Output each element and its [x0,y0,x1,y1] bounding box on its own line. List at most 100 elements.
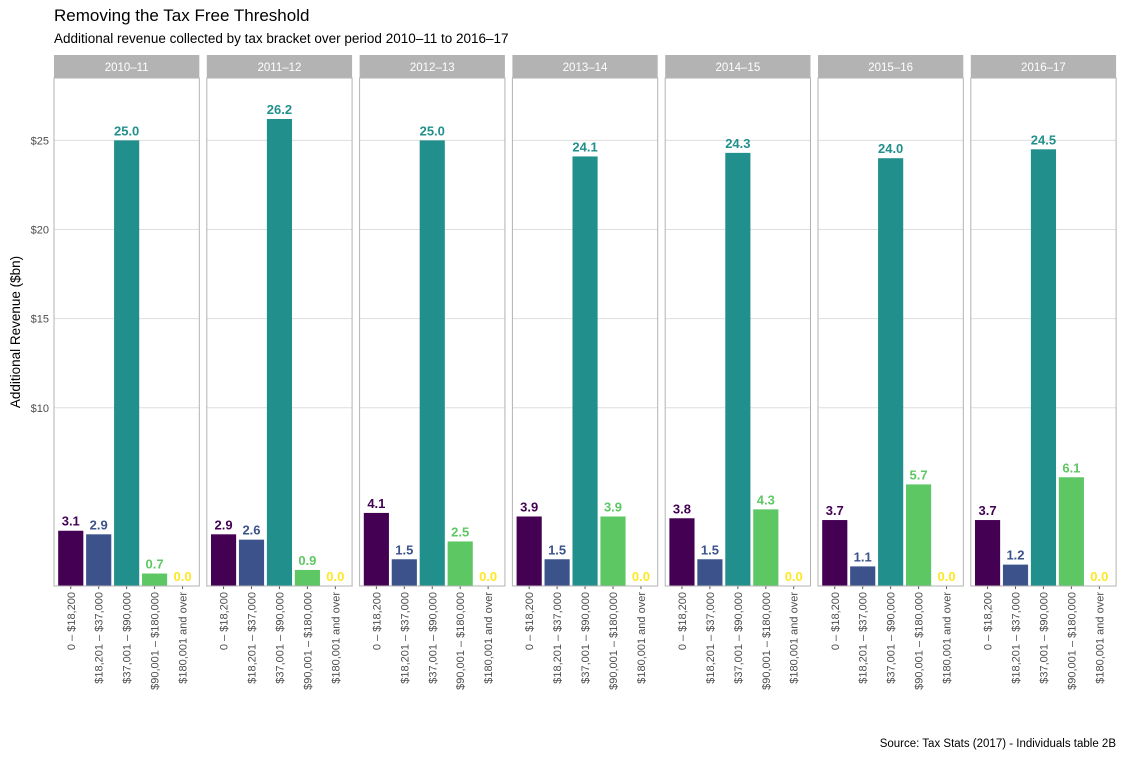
chart-title: Removing the Tax Free Threshold [54,6,310,25]
x-tick-label: $37,001 – $90,000 [580,592,592,684]
data-label: 3.1 [62,514,80,529]
bar [725,152,751,586]
x-tick-label: $90,001 – $180,000 [608,592,620,690]
data-label: 0.0 [479,569,497,584]
data-label: 1.5 [395,542,413,557]
facet-strip-label: 2010–11 [105,62,149,74]
bar [974,520,1001,586]
x-tick-label: 0 – $18,200 [66,592,78,650]
data-label: 1.5 [701,542,719,557]
data-label: 0.0 [173,569,191,584]
data-label: 2.9 [90,517,108,532]
facet-strip [359,55,505,78]
bar [210,534,237,586]
data-label: 1.2 [1006,548,1024,563]
y-tick-label: $10 [31,403,49,415]
bar [86,534,112,586]
data-label: 24.5 [1031,132,1056,147]
bar [822,520,848,586]
x-tick-label: $180,001 and over [1094,592,1106,684]
data-label: 24.3 [725,136,750,151]
x-tick-label: $90,001 – $180,000 [150,592,162,690]
bar [294,569,320,586]
panel-border [206,77,353,587]
facet-strip-label: 2013–14 [563,62,608,74]
chart-caption: Source: Tax Stats (2017) - Individuals t… [879,738,1116,750]
x-tick-label: $180,001 and over [636,592,648,684]
x-tick-label: $180,001 and over [789,592,801,684]
bar [447,541,473,586]
x-tick-label: $18,201 – $37,000 [858,592,870,684]
x-tick-label: 0 – $18,200 [524,592,536,650]
data-label: 2.5 [451,524,469,539]
facet-strip-label: 2014–15 [715,62,760,74]
x-tick-label: $18,201 – $37,000 [94,592,106,684]
x-tick-label: $37,001 – $90,000 [427,592,439,684]
data-label: 2.6 [242,523,260,538]
facet-strip-label: 2015–16 [868,62,913,74]
facet-strip [512,55,658,78]
data-label: 24.1 [572,139,597,154]
x-tick-label: $37,001 – $90,000 [733,592,745,684]
y-tick-label: $15 [31,314,49,326]
x-tick-label: 0 – $18,200 [983,592,995,650]
data-label: 0.0 [785,569,803,584]
panel-border [970,77,1117,587]
bar [238,539,265,586]
data-label: 25.0 [420,123,445,138]
bar [878,158,904,587]
data-label: 3.9 [604,499,622,514]
x-tick-label: 0 – $18,200 [677,592,689,650]
data-label: 3.9 [520,499,538,514]
data-label: 6.1 [1062,460,1080,475]
data-label: 2.9 [215,517,233,532]
bar [142,573,168,586]
x-tick-label: $37,001 – $90,000 [1038,592,1050,684]
bar [906,484,932,586]
x-tick-label: $180,001 and over [483,592,495,684]
data-label: 3.8 [673,501,691,516]
facet-strip [665,55,811,78]
x-tick-label: $180,001 and over [178,592,190,684]
x-tick-label: $18,201 – $37,000 [552,592,564,684]
chart-subtitle: Additional revenue collected by tax brac… [54,31,509,46]
bar [669,518,695,586]
data-label: 0.9 [298,553,316,568]
facet-strip [970,55,1117,78]
data-label: 26.2 [267,102,292,117]
data-label: 0.0 [632,569,650,584]
bar [544,559,570,586]
bar [1030,149,1057,586]
data-label: 4.1 [367,496,385,511]
x-tick-label: $37,001 – $90,000 [886,592,898,684]
y-tick-label: $20 [31,225,49,237]
data-label: 25.0 [114,123,139,138]
x-tick-label: $18,201 – $37,000 [705,592,717,684]
bar [572,156,598,586]
panel-border [664,77,812,587]
panel-border [53,77,200,587]
data-label: 5.7 [910,467,928,482]
data-label: 24.0 [878,141,903,156]
panel-border [359,77,506,587]
data-label: 0.0 [937,569,955,584]
x-tick-label: $180,001 and over [942,592,954,684]
data-label: 3.7 [826,503,844,518]
facet-strip-label: 2011–12 [257,62,301,74]
x-tick-label: $90,001 – $180,000 [302,592,314,690]
x-tick-label: $18,201 – $37,000 [399,592,411,684]
data-label: 1.5 [548,542,566,557]
bar [1058,477,1084,586]
x-tick-label: $90,001 – $180,000 [761,592,773,690]
data-label: 4.3 [757,492,775,507]
data-label: 0.0 [1090,569,1108,584]
data-label: 0.0 [326,569,344,584]
bar [850,566,876,586]
bar [266,118,293,586]
bar [419,140,445,586]
y-axis-title: Additional Revenue ($bn) [8,256,23,408]
x-tick-label: $90,001 – $180,000 [914,592,926,690]
bar [1002,564,1029,586]
facet-strip-label: 2012–13 [410,62,455,74]
